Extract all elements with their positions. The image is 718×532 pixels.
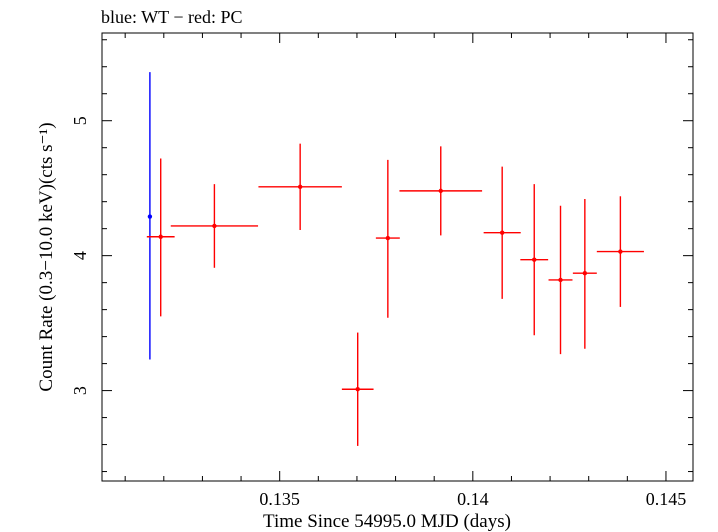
data-point: [147, 214, 153, 219]
data-point: [438, 188, 443, 194]
x-tick-label: 0.135: [259, 489, 300, 509]
x-tick-label: 0.145: [646, 489, 687, 509]
data-point: [297, 184, 303, 190]
data-point: [618, 249, 623, 254]
chart-title: blue: WT − red: PC: [101, 7, 242, 27]
data-point: [532, 257, 537, 262]
plot-frame: [101, 32, 694, 482]
y-tick-label: 5: [70, 116, 90, 125]
data-points: [146, 72, 644, 446]
data-point: [558, 277, 563, 283]
x-tick-label: 0.14: [457, 489, 489, 509]
data-point: [158, 234, 163, 239]
series-pc: [146, 143, 644, 446]
data-point: [212, 223, 217, 229]
y-tick-label: 4: [70, 251, 90, 260]
x-axis-label: Time Since 54995.0 MJD (days): [263, 511, 511, 532]
data-point: [385, 235, 391, 241]
series-wt: [147, 72, 153, 360]
axis-ticks: 0.135 0.14 0.145 3 4 5: [70, 33, 693, 509]
data-point: [499, 230, 505, 235]
data-point: [582, 270, 588, 276]
y-tick-label: 3: [70, 386, 90, 395]
data-point: [355, 387, 360, 392]
y-axis-label: Count Rate (0.3−10.0 keV)(cts s⁻¹): [36, 122, 57, 391]
